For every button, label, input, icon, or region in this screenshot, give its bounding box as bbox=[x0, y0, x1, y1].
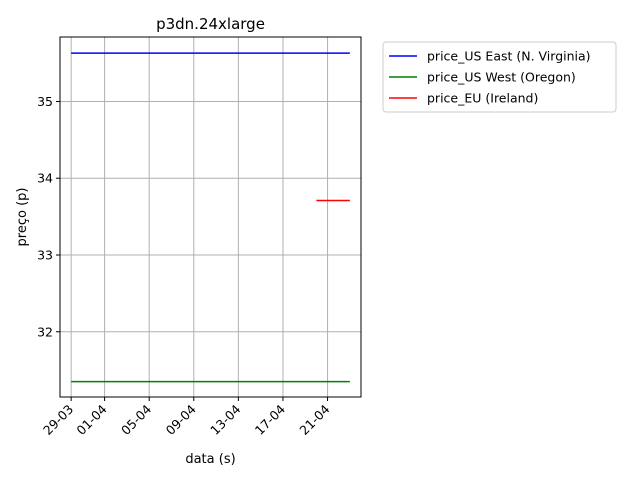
y-tick-label: 35 bbox=[37, 94, 53, 109]
x-tick-label: 01-04 bbox=[73, 401, 109, 437]
legend-frame bbox=[382, 41, 617, 113]
chart-title: p3dn.24xlarge bbox=[156, 15, 265, 33]
x-axis-label: data (s) bbox=[185, 452, 235, 467]
y-tick-label: 33 bbox=[37, 247, 53, 262]
grid bbox=[60, 37, 361, 397]
legend-label: price_US East (N. Virginia) bbox=[427, 49, 591, 64]
y-tick-label: 32 bbox=[37, 324, 53, 339]
x-tick-label: 29-03 bbox=[40, 402, 76, 438]
x-tick-label: 21-04 bbox=[296, 401, 332, 437]
series-lines bbox=[71, 52, 350, 383]
x-tick-label: 05-04 bbox=[118, 401, 154, 437]
legend-label: price_EU (Ireland) bbox=[427, 91, 538, 106]
x-tick-label: 13-04 bbox=[207, 401, 243, 437]
y-axis: 32 33 34 35 bbox=[37, 94, 60, 339]
x-tick-label: 17-04 bbox=[252, 401, 288, 437]
y-tick-label: 34 bbox=[37, 171, 53, 186]
x-tick-label: 09-04 bbox=[163, 401, 199, 437]
plot-frame bbox=[59, 36, 362, 398]
legend-label: price_US West (Oregon) bbox=[427, 70, 576, 85]
y-axis-label: preço (p) bbox=[15, 188, 30, 247]
legend: price_US East (N. Virginia) price_US West… bbox=[382, 41, 617, 113]
